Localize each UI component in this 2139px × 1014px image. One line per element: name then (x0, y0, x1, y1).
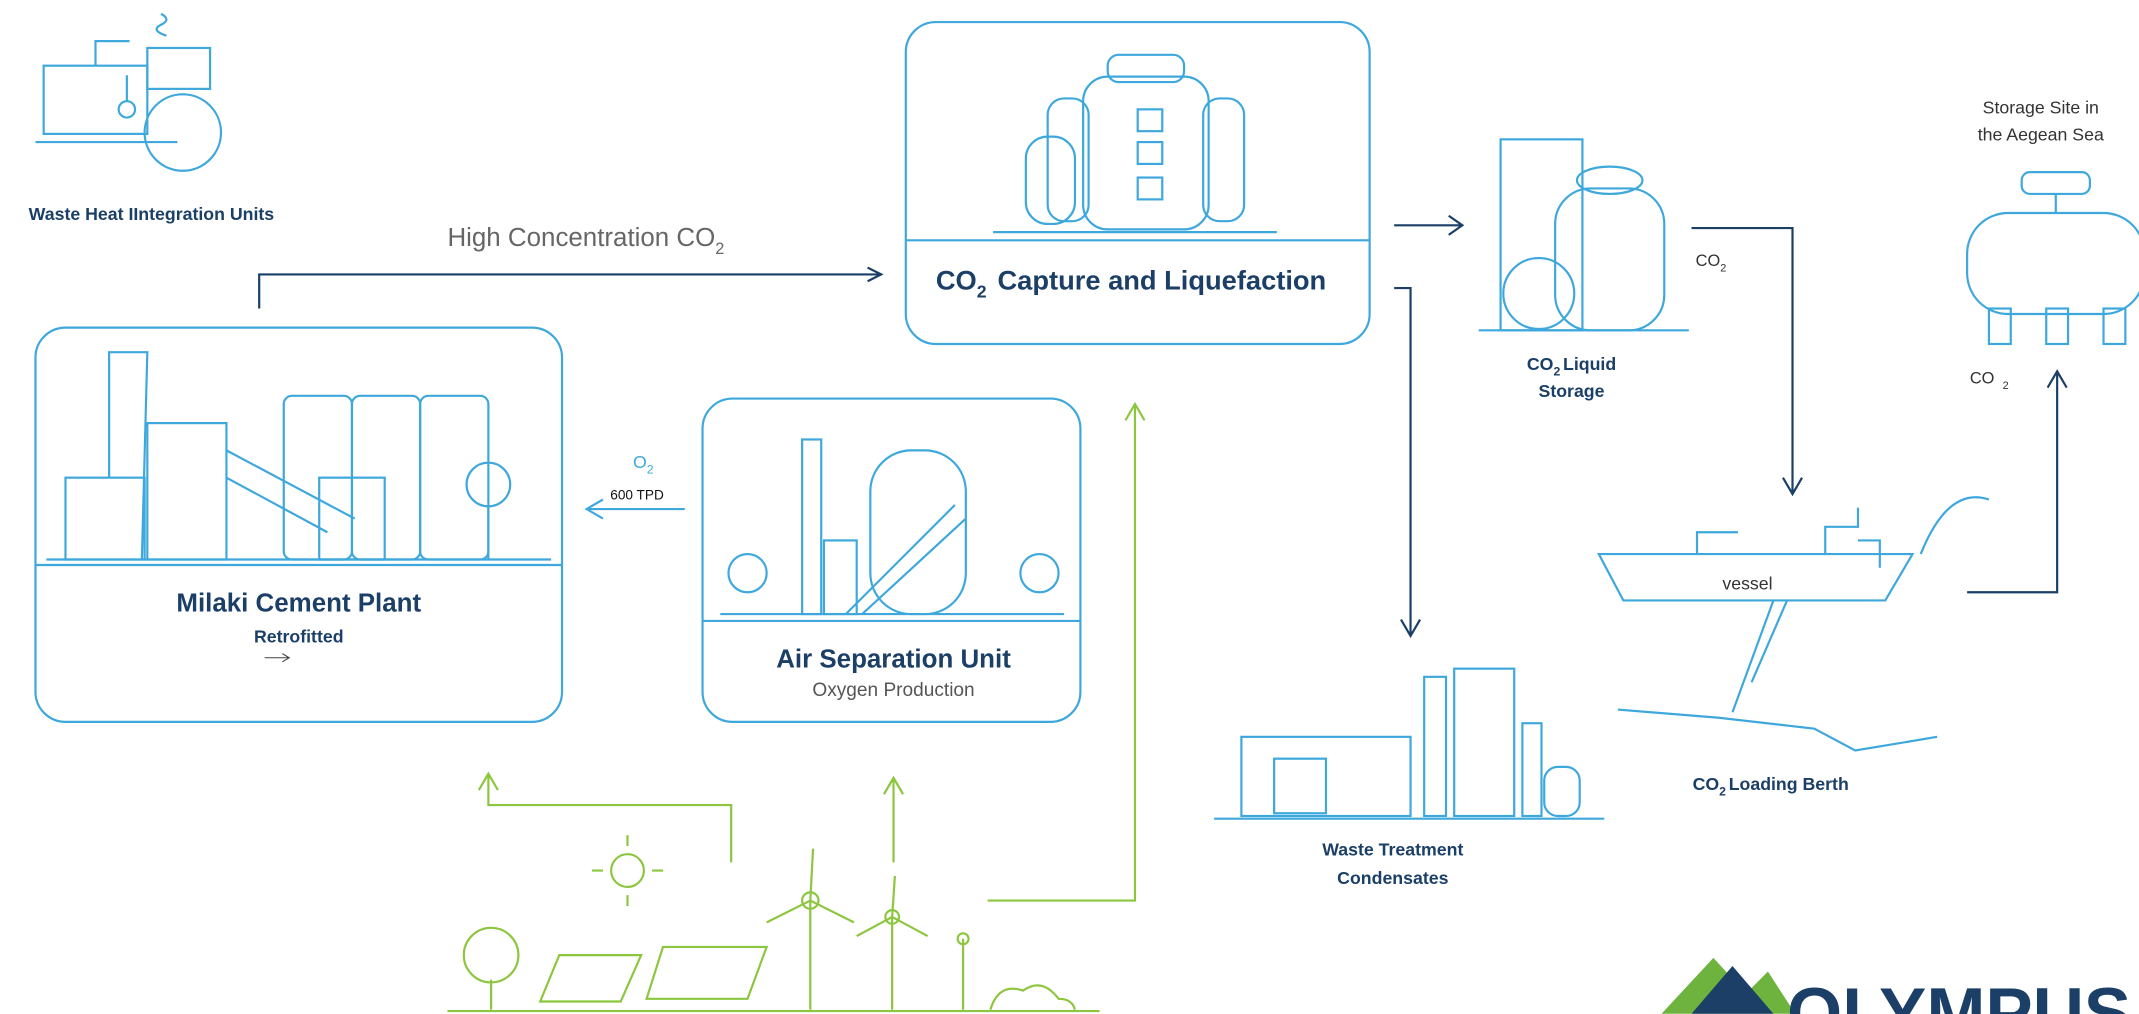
berth-label: CO2 Loading Berth (1693, 774, 1849, 798)
vessel-icon (1596, 496, 1990, 752)
storage-label-2: Storage (1539, 381, 1605, 401)
waste-icon (1214, 667, 1605, 820)
arrow (1394, 286, 1422, 639)
logo-mark (1691, 966, 1774, 1014)
berth-sub: 2 (1719, 785, 1726, 799)
sf-main: CO (1696, 252, 1721, 270)
arrow (584, 498, 685, 520)
capture-icon (993, 53, 1277, 234)
storage-rest: Liquid (1563, 354, 1616, 374)
o2-sub: 2 (647, 463, 654, 477)
asu-title: Air Separation Unit (776, 645, 1011, 673)
arrow (883, 775, 905, 863)
site-flow-label: CO 2 (1970, 370, 2009, 392)
small-arrow (264, 653, 291, 663)
vessel-label: vessel (1722, 574, 1772, 594)
o2-label: O2 (633, 452, 654, 476)
asu-subtitle: Oxygen Production (812, 680, 974, 701)
storage-label: CO2 Liquid (1527, 354, 1616, 378)
renewables-icon (447, 835, 1100, 1013)
storage-flow-label: CO2 (1696, 252, 1727, 274)
cement-subtitle: Retrofitted (254, 627, 344, 647)
hc-sub: 2 (715, 240, 724, 258)
high-concentration-label: High Concentration CO2 (447, 224, 724, 258)
arrow (258, 266, 884, 309)
capture-title-main: CO (936, 264, 977, 295)
site-label: Storage Site in (1983, 97, 2099, 117)
arrow (477, 771, 733, 863)
o2-rate: 600 TPD (610, 487, 664, 502)
berth-rest: Loading Berth (1729, 774, 1849, 794)
capture-box (904, 20, 1371, 346)
waste-label: Waste Treatment (1322, 840, 1463, 860)
capture-title: CO2 Capture and Liquefaction (936, 264, 1326, 301)
cement-icon (46, 351, 552, 561)
asu-icon (720, 438, 1065, 616)
storage-sub: 2 (1553, 364, 1560, 378)
berth-main: CO (1693, 774, 1720, 794)
cement-box (34, 326, 564, 723)
logo-text: OLYMPUS (1787, 974, 2131, 1014)
arrow (987, 401, 1146, 902)
arrow (1394, 214, 1465, 236)
o2-main: O (633, 452, 647, 472)
waste-heat-label: Waste Heat IIntegration Units (29, 204, 275, 224)
waste-label-2: Condensates (1337, 868, 1448, 888)
arrow (1967, 369, 2068, 594)
arrow (1691, 226, 1803, 497)
waste-heat-icon (35, 12, 223, 172)
capture-title-rest: Capture and Liquefaction (997, 264, 1326, 295)
site-icon (1966, 171, 2139, 346)
hc-main: High Concentration CO (447, 224, 715, 252)
storage-main: CO (1527, 354, 1554, 374)
cement-title: Milaki Cement Plant (176, 589, 421, 617)
asu-box (701, 397, 1082, 723)
capture-title-sub: 2 (977, 282, 987, 302)
site-label-2: the Aegean Sea (1978, 125, 2104, 145)
sif-sub: 2 (2003, 380, 2009, 392)
sf-sub: 2 (1720, 263, 1726, 275)
storage-icon (1478, 138, 1689, 332)
sif-main: CO (1970, 370, 1995, 388)
